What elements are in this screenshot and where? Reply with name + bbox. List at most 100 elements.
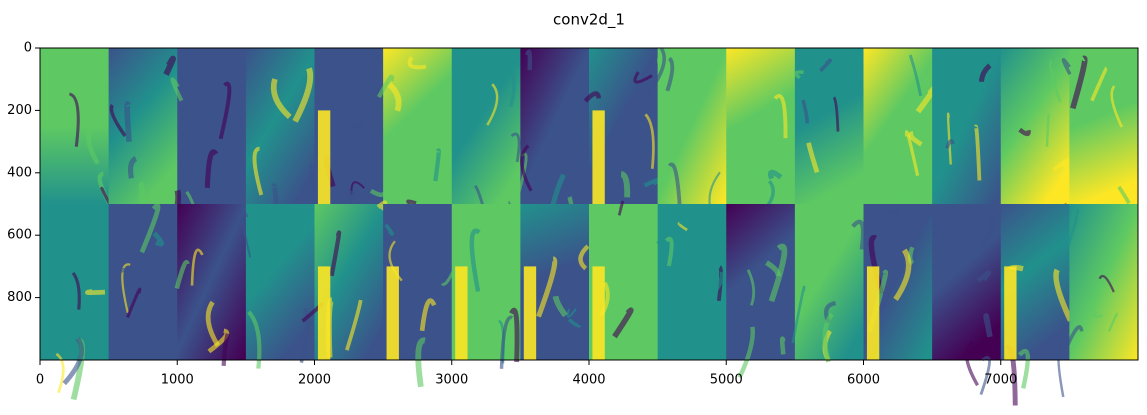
tile-texture	[578, 244, 590, 271]
tile-texture	[793, 70, 804, 80]
tile-texture	[976, 270, 991, 283]
feature-map-tile	[657, 204, 727, 361]
tile-texture	[893, 248, 912, 301]
tile-texture	[68, 92, 80, 147]
axes: 0 1000 2000 3000 4000 5000 6000 7000 0 200 400 600 8…	[7, 41, 1139, 388]
tile-texture	[152, 231, 165, 247]
tile-texture	[1061, 58, 1072, 76]
tile-texture	[351, 122, 363, 129]
tile-texture	[617, 200, 624, 216]
tile-texture	[252, 146, 264, 196]
x-tick-label: 3000	[435, 373, 468, 388]
tile-texture	[1110, 85, 1124, 128]
tile-texture	[1053, 268, 1074, 322]
tile-texture	[704, 271, 725, 305]
y-tick-label: 800	[7, 290, 32, 305]
tile-highlight	[523, 266, 537, 360]
tile-texture	[440, 268, 456, 286]
tile-texture	[190, 248, 204, 286]
tile-texture	[284, 212, 292, 246]
tile-texture	[525, 49, 533, 71]
tile-texture	[520, 144, 533, 192]
tile-texture	[124, 101, 132, 142]
tile-texture	[204, 149, 219, 188]
tile-texture	[746, 269, 756, 306]
chart-title: conv2d_1	[553, 11, 625, 30]
tile-texture	[988, 198, 995, 205]
tile-texture	[505, 62, 516, 108]
tile-texture	[205, 300, 220, 347]
tile-texture	[945, 139, 955, 149]
tile-highlight	[592, 266, 605, 360]
x-tick-label: 2000	[298, 373, 331, 388]
tile-texture	[1018, 348, 1030, 389]
feature-map-tile	[520, 48, 590, 205]
tile-texture	[978, 63, 992, 82]
tile-texture	[964, 340, 980, 387]
tile-texture	[85, 289, 106, 296]
tile-texture	[1117, 185, 1131, 205]
tile-texture	[612, 307, 634, 339]
tile-texture	[221, 333, 230, 366]
tile-texture	[55, 352, 65, 394]
tile-texture	[263, 227, 283, 280]
tile-texture	[139, 202, 161, 254]
tile-texture	[552, 295, 568, 318]
tile-texture	[1065, 325, 1084, 347]
tile-texture	[779, 336, 786, 355]
y-tick-label: 600	[7, 228, 32, 243]
tile-texture	[384, 223, 395, 236]
feature-map-tile	[451, 48, 521, 205]
tile-texture	[71, 271, 81, 310]
feature-map-tile	[932, 48, 1002, 205]
tile-highlight	[866, 266, 880, 360]
tile-texture	[819, 58, 833, 73]
tile-texture	[677, 222, 688, 232]
y-tick-label: 400	[7, 165, 32, 180]
tile-texture	[407, 56, 427, 70]
tile-texture	[768, 243, 788, 303]
tile-texture	[620, 171, 631, 198]
tile-texture	[979, 356, 991, 396]
tile-texture	[567, 318, 582, 328]
tile-texture	[904, 130, 920, 177]
tile-texture	[1098, 274, 1115, 293]
x-tick-label: 0	[36, 373, 44, 388]
tile-texture	[801, 99, 810, 124]
tile-texture	[292, 67, 314, 123]
feature-map-tile	[863, 48, 933, 205]
tile-texture	[62, 336, 84, 386]
tile-texture	[299, 307, 310, 364]
tile-texture	[1048, 60, 1062, 103]
tile-texture	[345, 299, 363, 351]
tile-texture	[127, 156, 138, 179]
tile-texture	[1052, 157, 1071, 172]
feature-map-tile	[383, 48, 453, 205]
tile-texture	[765, 260, 781, 277]
tile-highlight	[455, 266, 468, 360]
tile-texture	[767, 169, 783, 180]
tile-texture	[117, 267, 130, 274]
y-tick-label: 200	[7, 103, 32, 118]
tile-texture	[126, 287, 142, 319]
tile-texture	[387, 82, 402, 112]
tile-texture	[247, 310, 262, 369]
tile-texture	[980, 216, 996, 249]
tile-highlight	[317, 110, 331, 204]
tile-texture	[509, 307, 520, 363]
tile-texture	[1057, 347, 1065, 398]
tile-texture	[510, 132, 521, 163]
tile-texture	[109, 103, 127, 137]
tile-texture	[583, 91, 601, 103]
tile-texture	[121, 263, 131, 314]
tile-texture	[644, 287, 660, 305]
tile-texture	[163, 55, 176, 76]
x-tick-label: 4000	[572, 373, 605, 388]
tile-texture	[646, 47, 666, 96]
tile-texture	[536, 256, 558, 318]
tile-texture	[1107, 312, 1119, 332]
tile-texture	[1070, 55, 1088, 110]
feature-map-tile	[794, 204, 864, 361]
tile-texture	[270, 78, 292, 120]
tile-texture	[93, 84, 103, 93]
